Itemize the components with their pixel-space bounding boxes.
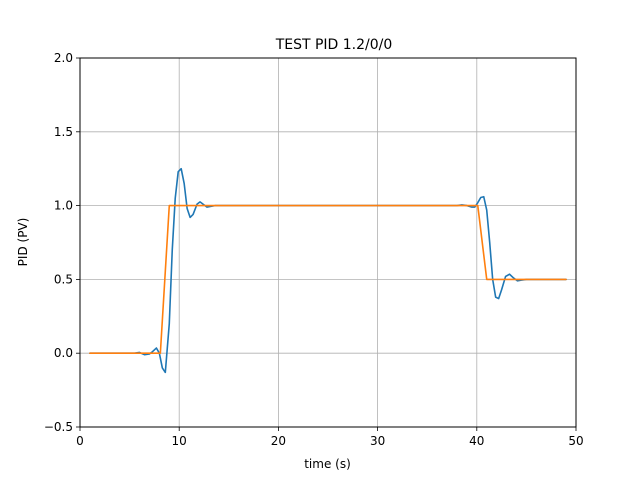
y-tick-label: 1.0 bbox=[54, 199, 73, 213]
y-tick-label: 1.5 bbox=[54, 125, 73, 139]
x-tick-label: 0 bbox=[76, 434, 84, 448]
plot-frame bbox=[79, 57, 577, 428]
x-tick-label: 10 bbox=[172, 434, 187, 448]
x-tick-label: 50 bbox=[568, 434, 583, 448]
x-tick-label: 30 bbox=[370, 434, 385, 448]
x-tick-label: 20 bbox=[271, 434, 286, 448]
y-axis-label: PID (PV) bbox=[16, 218, 30, 267]
series-line-2 bbox=[89, 204, 567, 355]
y-tick-label: 0.0 bbox=[54, 346, 73, 360]
y-tick-label: −0.5 bbox=[44, 420, 73, 434]
plot-area bbox=[80, 58, 576, 427]
x-tick-label: 40 bbox=[469, 434, 484, 448]
y-tick-label: 0.5 bbox=[54, 272, 73, 286]
x-axis-ticks: 0 10 20 30 40 50 bbox=[76, 427, 584, 448]
series-layer bbox=[89, 167, 567, 374]
chart-title: TEST PID 1.2/0/0 bbox=[275, 37, 393, 53]
y-axis-ticks: −0.5 0.0 0.5 1.0 1.5 2.0 bbox=[44, 51, 80, 434]
y-tick-label: 2.0 bbox=[54, 51, 73, 65]
x-axis-label: time (s) bbox=[304, 457, 351, 471]
